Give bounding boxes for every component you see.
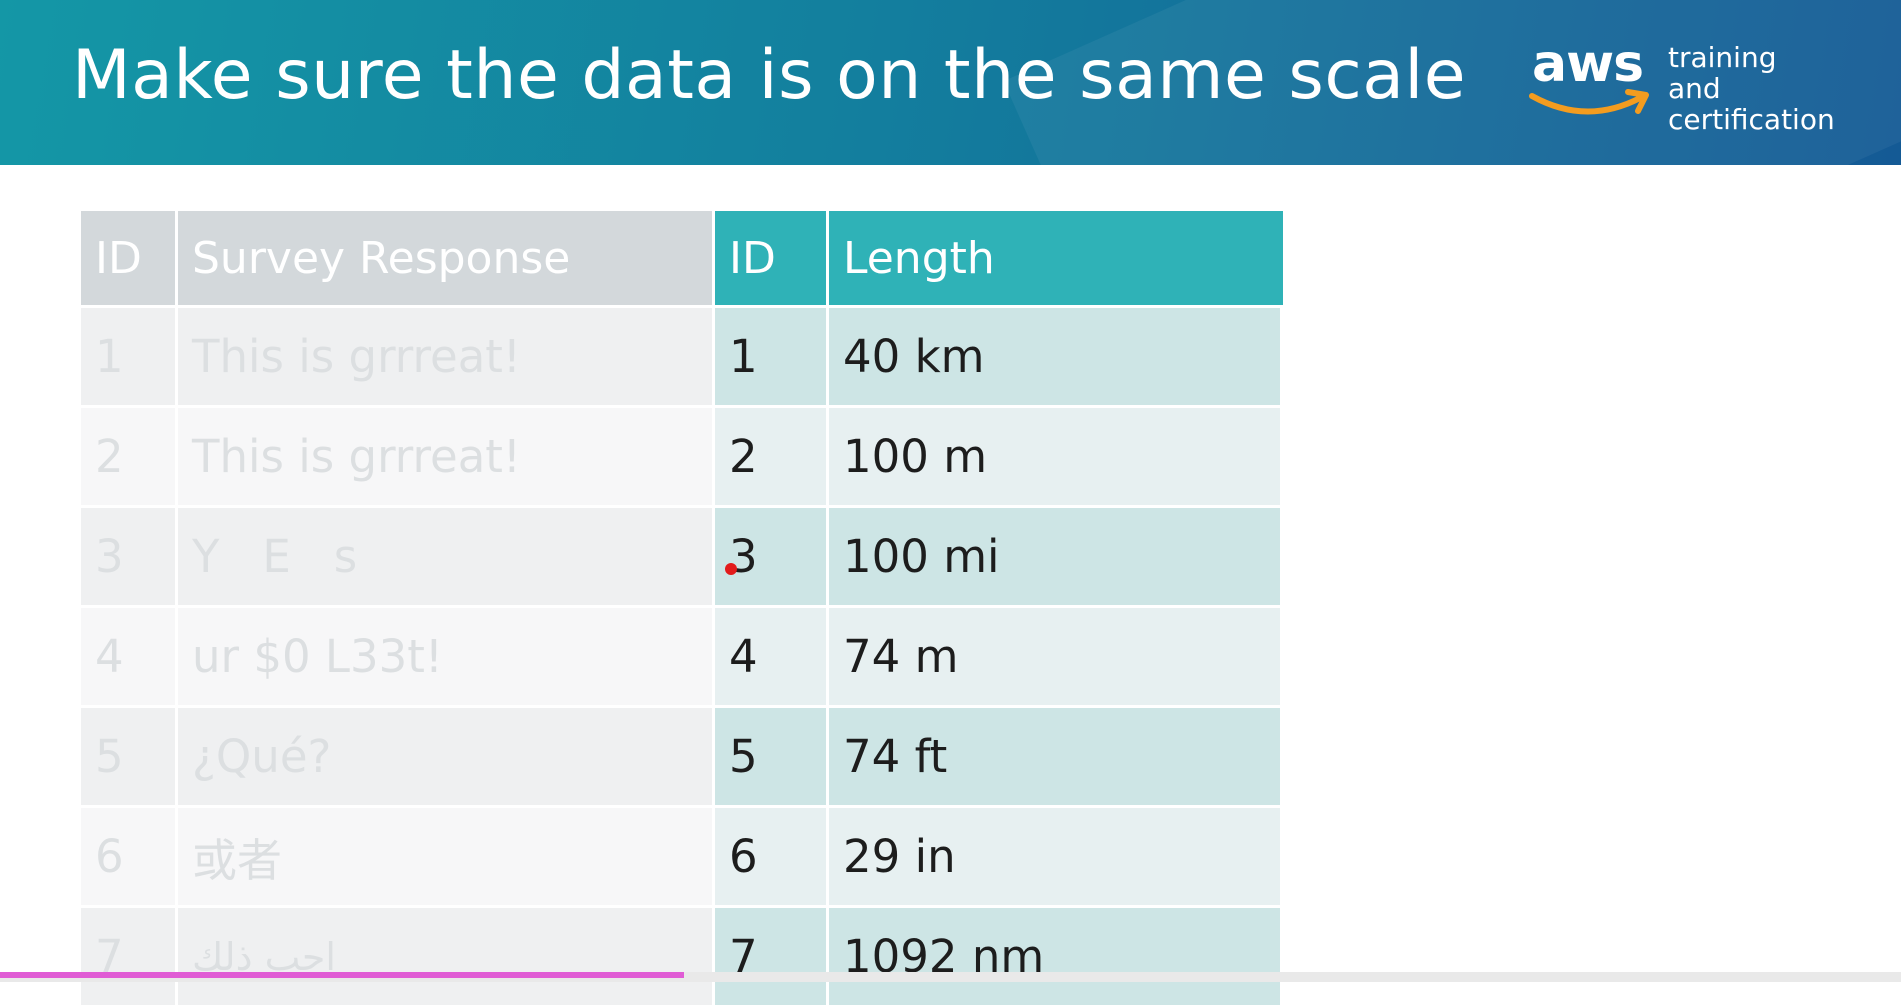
cell-id: 6 [715, 808, 829, 908]
cell-response-id: 2 [81, 408, 178, 508]
data-table-area: ID Survey Response ID Length 1 This is g… [81, 211, 1283, 1008]
logo-tagline-line2: certification [1668, 103, 1835, 136]
header-id: ID [715, 211, 829, 308]
smile-arrow-icon [1529, 89, 1649, 115]
cell-length: 74 m [829, 608, 1283, 708]
cell-survey-response: This is grrreat! [178, 408, 715, 508]
video-progress-fill [0, 972, 685, 978]
cell-survey-response: 或者 [178, 808, 715, 908]
cell-response-id: 5 [81, 708, 178, 808]
header-survey-response: Survey Response [178, 211, 715, 308]
laser-pointer-dot [725, 563, 737, 575]
cell-survey-response: ur $0 L33t! [178, 608, 715, 708]
data-table: ID Survey Response ID Length 1 This is g… [81, 211, 1283, 1008]
logo-wordmark: aws [1532, 34, 1644, 94]
table-row: 2 This is grrreat! 2 100 m [81, 408, 1283, 508]
video-progress-track[interactable] [0, 972, 1901, 982]
cell-length: 29 in [829, 808, 1283, 908]
cell-id: 4 [715, 608, 829, 708]
table-row: 3 Y E s 3 100 mi [81, 508, 1283, 608]
table-row: 4 ur $0 L33t! 4 74 m [81, 608, 1283, 708]
logo-tagline: training and certification [1668, 42, 1838, 135]
cell-survey-response: احب ذلك [178, 908, 715, 1008]
cell-length: 1092 nm [829, 908, 1283, 1008]
cell-id: 2 [715, 408, 829, 508]
cell-response-id: 4 [81, 608, 178, 708]
aws-training-logo: aws training and certification [1528, 34, 1838, 135]
table-row: 1 This is grrreat! 1 40 km [81, 308, 1283, 408]
slide-title: Make sure the data is on the same scale [72, 36, 1467, 115]
cell-response-id: 6 [81, 808, 178, 908]
cell-response-id: 7 [81, 908, 178, 1008]
header-length: Length [829, 211, 1283, 308]
cell-response-id: 1 [81, 308, 178, 408]
header-id-faded: ID [81, 211, 178, 308]
table-header-row: ID Survey Response ID Length [81, 211, 1283, 308]
cell-response-id: 3 [81, 508, 178, 608]
cell-id: 1 [715, 308, 829, 408]
table-row: 7 احب ذلك 7 1092 nm [81, 908, 1283, 1008]
cell-length: 100 mi [829, 508, 1283, 608]
table-row: 5 ¿Qué? 5 74 ft [81, 708, 1283, 808]
slide-header: Make sure the data is on the same scale … [0, 0, 1901, 165]
cell-length: 100 m [829, 408, 1283, 508]
table-row: 6 或者 6 29 in [81, 808, 1283, 908]
cell-length: 74 ft [829, 708, 1283, 808]
cell-id: 7 [715, 908, 829, 1008]
cell-id: 5 [715, 708, 829, 808]
cell-survey-response: Y E s [178, 508, 715, 608]
cell-length: 40 km [829, 308, 1283, 408]
cell-survey-response: This is grrreat! [178, 308, 715, 408]
cell-id: 3 [715, 508, 829, 608]
cell-survey-response: ¿Qué? [178, 708, 715, 808]
logo-tagline-line1: training and [1668, 41, 1777, 105]
